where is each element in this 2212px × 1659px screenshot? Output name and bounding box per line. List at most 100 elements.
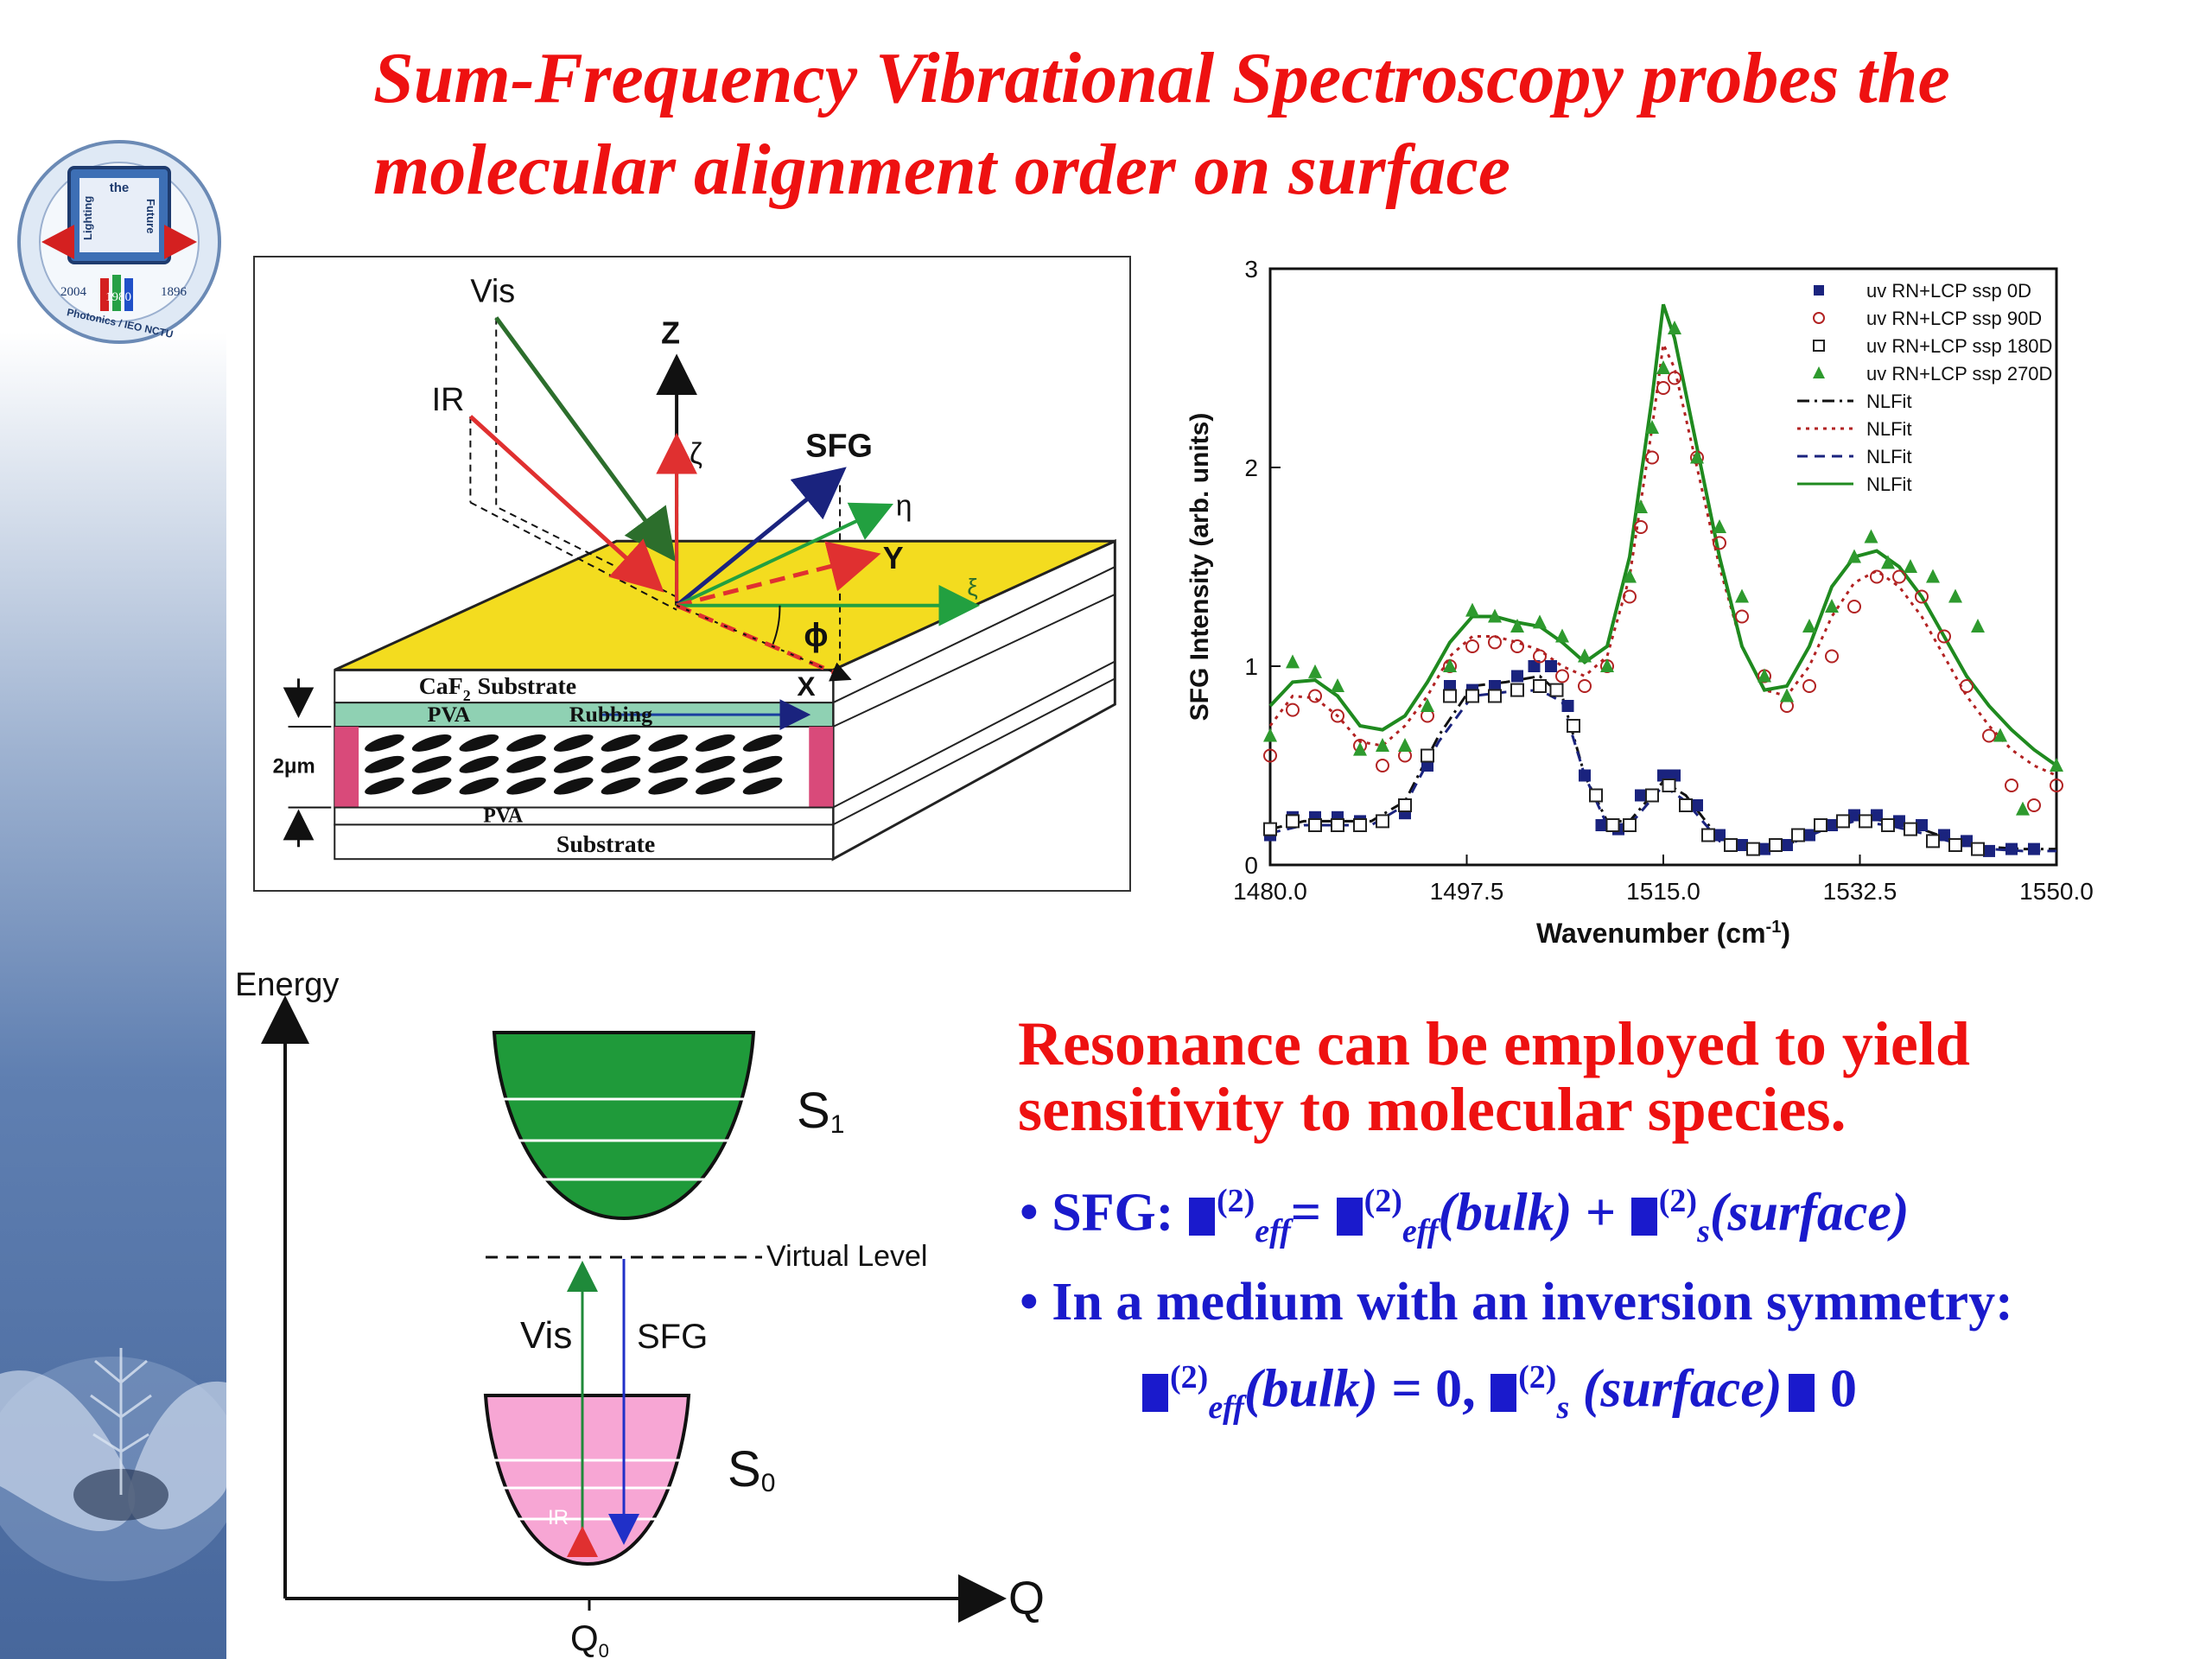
s1-label: S1 — [797, 1083, 844, 1139]
data-point — [1701, 828, 1715, 842]
data-point — [2050, 758, 2063, 772]
data-point — [1690, 449, 1704, 464]
data-point — [1937, 629, 1951, 644]
logo-year-right: 1896 — [161, 285, 188, 299]
s0-well — [483, 1394, 691, 1567]
data-point — [1545, 660, 1557, 672]
data-point — [1510, 639, 1524, 653]
rubbing-label: Rubbing — [569, 702, 652, 727]
data-point — [1724, 838, 1738, 852]
data-point — [1579, 769, 1591, 782]
data-point — [1635, 789, 1647, 802]
data-point — [1679, 798, 1693, 812]
data-point — [1533, 679, 1547, 693]
y-tick-label: 0 — [1244, 852, 1258, 879]
sfg-spectrum-chart: 0 1 2 3 1480.0 1497.5 1515.0 1532.5 1550.0 uv R… — [1185, 256, 2094, 949]
data-point — [1595, 819, 1608, 831]
data-point — [1308, 664, 1322, 678]
data-point — [1814, 285, 1824, 296]
logo-year-left: 2004 — [60, 285, 87, 299]
data-point — [1662, 779, 1676, 792]
legend-label: NLFit — [1866, 391, 1912, 412]
data-point — [1736, 839, 1748, 851]
data-point — [1713, 536, 1726, 550]
data-point — [1286, 814, 1300, 829]
y-ticks: 0 1 2 3 — [1244, 256, 1281, 879]
data-point — [1488, 689, 1502, 703]
data-point — [1780, 688, 1794, 702]
data-point — [1691, 799, 1703, 811]
chart-y-axis-label: SFG Intensity (arb. units) — [1185, 413, 1214, 721]
data-point — [1465, 689, 1479, 703]
data-point — [1802, 679, 1816, 693]
x-tick-label: 1497.5 — [1430, 878, 1504, 905]
data-point — [1589, 788, 1603, 803]
data-point — [1398, 798, 1412, 812]
bullet-inversion-symmetry: • In a medium with an inversion symmetry… — [1020, 1273, 2013, 1332]
data-point — [1353, 818, 1367, 832]
data-point — [1870, 569, 1884, 584]
data-point — [1353, 741, 1367, 756]
data-point — [1308, 689, 1322, 703]
hands-image — [0, 1348, 226, 1581]
data-point — [1443, 689, 1457, 703]
q0-label: Q0 — [570, 1618, 609, 1659]
data-point — [1286, 702, 1300, 717]
data-point — [1623, 818, 1637, 832]
data-point — [1376, 738, 1389, 752]
data-point — [1656, 381, 1670, 395]
chart-x-axis-label: Wavenumber (cm-1) — [1536, 918, 1790, 949]
zeta-label: ζ — [690, 438, 702, 471]
data-point — [1286, 654, 1300, 669]
x-tick-label: 1515.0 — [1626, 878, 1700, 905]
data-point — [1331, 818, 1344, 832]
data-point — [1982, 728, 1996, 743]
data-point — [1605, 818, 1620, 832]
slide-title: Sum-Frequency Vibrational Spectroscopy p… — [373, 38, 1950, 210]
data-point — [1960, 679, 1974, 693]
legend-label: uv RN+LCP ssp 270D — [1866, 363, 2052, 385]
data-point — [1465, 639, 1479, 653]
data-point — [1769, 838, 1783, 852]
vis-transition-label: Vis — [520, 1314, 572, 1357]
data-point — [1847, 600, 1861, 613]
data-point — [1645, 788, 1659, 803]
data-point — [1938, 829, 1950, 842]
logo: the Lighting Future 2004 1980 1896 Photo… — [17, 140, 221, 344]
data-point — [1668, 371, 1681, 385]
data-point — [1758, 842, 1770, 855]
data-point — [1814, 818, 1827, 832]
data-point — [1948, 588, 1962, 603]
legend-label: NLFit — [1866, 418, 1912, 440]
data-point — [1983, 844, 1995, 857]
data-point — [2028, 842, 2040, 855]
data-point — [1533, 614, 1547, 629]
data-point — [2050, 779, 2063, 792]
data-point — [1904, 822, 1917, 836]
data-point — [1465, 602, 1479, 617]
data-point — [1634, 520, 1648, 534]
data-point — [1398, 738, 1412, 752]
data-point — [1825, 649, 1839, 664]
data-point — [1746, 842, 1760, 856]
s0-label: S0 — [728, 1441, 775, 1497]
x-axis-label: X — [797, 671, 815, 702]
data-point — [1510, 619, 1524, 632]
data-point — [1735, 609, 1749, 624]
data-point — [1813, 366, 1825, 378]
data-point — [2005, 842, 2018, 855]
data-point — [1813, 312, 1825, 324]
fit-line-solid — [1268, 303, 2058, 767]
data-point — [1561, 700, 1574, 712]
data-markers — [1263, 321, 2063, 857]
data-point — [1713, 829, 1726, 842]
data-point — [1871, 809, 1883, 822]
data-point — [1645, 420, 1659, 434]
data-point — [1948, 838, 1962, 852]
vis-label: Vis — [470, 274, 515, 310]
y-tick-label: 1 — [1244, 653, 1258, 680]
data-point — [2016, 801, 2030, 816]
data-point — [1528, 660, 1541, 672]
data-point — [1488, 608, 1502, 623]
data-point — [2005, 779, 2018, 792]
